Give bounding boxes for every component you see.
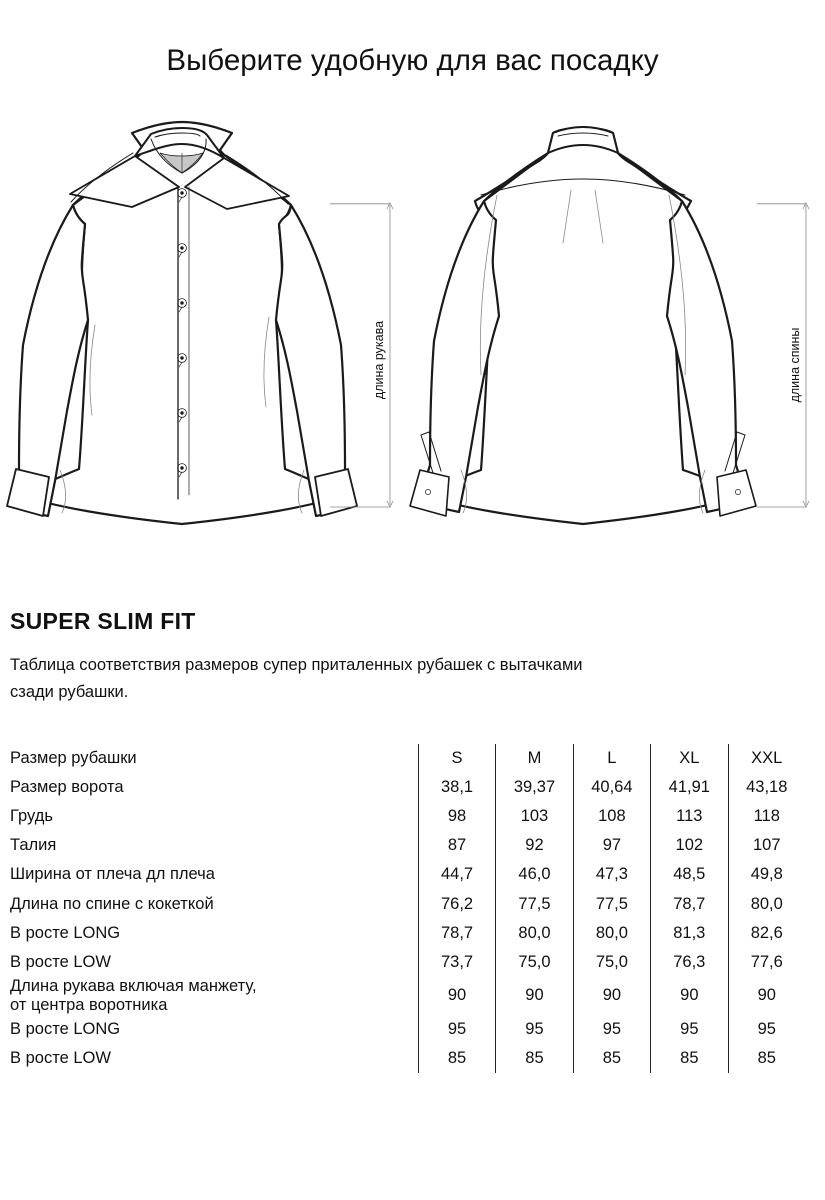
svg-text:длина рукава: длина рукава — [372, 321, 386, 399]
svg-text:длина спины: длина спины — [788, 328, 802, 403]
